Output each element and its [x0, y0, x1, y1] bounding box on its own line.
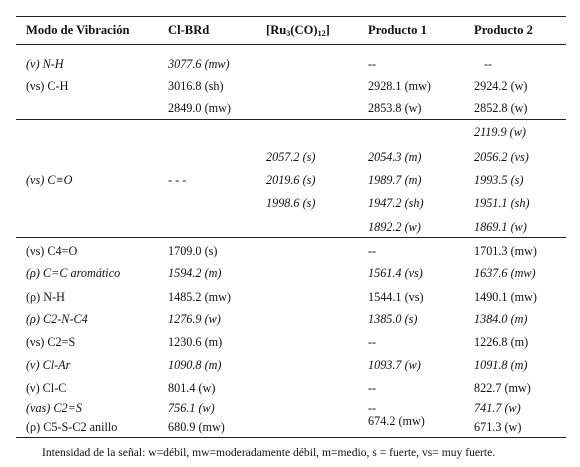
- producto-1-cell: 2853.8 (w): [368, 101, 422, 115]
- table-header-rule: [16, 44, 566, 45]
- column-header-cl-brd: Cl-BRd: [168, 23, 210, 37]
- producto-1-cell: --: [368, 335, 377, 349]
- producto-1-cell: 1544.1 (vs): [368, 290, 424, 304]
- producto-2-cell: 741.7 (w): [474, 401, 521, 415]
- producto-2-cell: --: [484, 57, 493, 71]
- mode-cell: (νs) C≡O: [26, 173, 73, 187]
- producto-1-cell: --: [368, 381, 377, 395]
- producto-1-cell: 1093.7 (w): [368, 358, 421, 372]
- producto-1-cell: --: [368, 401, 377, 415]
- mode-cell: (ν) Cl-C: [26, 381, 67, 395]
- producto-1-cell: 2054.3 (m): [368, 150, 422, 164]
- mode-cell: (νs) C2=S: [26, 335, 76, 349]
- producto-2-cell: 2852.8 (w): [474, 101, 528, 115]
- producto-2-cell: 1637.6 (mw): [474, 266, 536, 280]
- column-header-producto-2: Producto 2: [474, 23, 533, 37]
- ru3co12-cell: 2019.6 (s): [266, 173, 316, 187]
- group-divider-rule: [16, 237, 566, 238]
- producto-1-cell: 2928.1 (mw): [368, 79, 431, 93]
- producto-2-cell: 1091.8 (m): [474, 358, 528, 372]
- producto-2-cell: 2056.2 (vs): [474, 150, 529, 164]
- mode-cell: (ρ) C2-N-C4: [26, 312, 88, 326]
- cl-brd-cell: 1090.8 (m): [168, 358, 222, 372]
- cl-brd-cell: 3016.8 (sh): [168, 79, 224, 93]
- mode-cell: (ρ) C=C aromático: [26, 266, 121, 280]
- cl-brd-cell: 1709.0 (s): [168, 244, 218, 258]
- cl-brd-cell: 1594.2 (m): [168, 266, 222, 280]
- producto-2-cell: 1993.5 (s): [474, 173, 524, 187]
- cl-brd-cell: - - -: [168, 173, 187, 187]
- producto-2-cell: 1226.8 (m): [474, 335, 529, 349]
- table-bottom-rule: [16, 437, 566, 438]
- ru3co12-cell: 2057.2 (s): [266, 150, 316, 164]
- producto-2-cell: 1384.0 (m): [474, 312, 528, 326]
- producto-2-cell: 1490.1 (mw): [474, 290, 537, 304]
- column-header-ru3co12: [Ru3(CO)12]: [266, 23, 330, 38]
- cl-brd-cell: 2849.0 (mw): [168, 101, 231, 115]
- producto-2-cell: 2924.2 (w): [474, 79, 528, 93]
- mode-cell: (ρ) C5-S-C2 anillo: [26, 420, 118, 434]
- producto-1-cell: --: [368, 57, 377, 71]
- producto-1-cell: --: [368, 244, 377, 258]
- group-divider-rule: [16, 119, 566, 120]
- column-header-producto-1: Producto 1: [368, 23, 427, 37]
- mode-cell: (νas) C2=S: [26, 401, 82, 415]
- mode-cell: (νs) C4=O: [26, 244, 78, 258]
- mode-cell: (ν) N-H: [26, 57, 64, 71]
- table-top-rule: [16, 16, 566, 17]
- producto-2-cell: 2119.9 (w): [474, 125, 526, 139]
- intensity-footnote: Intensidad de la señal: w=débil, mw=mode…: [42, 446, 496, 459]
- mode-cell: (ν) Cl-Ar: [26, 358, 71, 372]
- column-header-mode: Modo de Vibración: [26, 23, 130, 37]
- producto-1-cell: 674.2 (mw): [368, 414, 425, 428]
- cl-brd-cell: 801.4 (w): [168, 381, 216, 395]
- producto-1-cell: 1561.4 (vs): [368, 266, 423, 280]
- cl-brd-cell: 1485.2 (mw): [168, 290, 231, 304]
- producto-1-cell: 1947.2 (sh): [368, 196, 424, 210]
- mode-cell: (ρ) N-H: [26, 290, 65, 304]
- mode-cell: (νs) C-H: [26, 79, 69, 93]
- producto-1-cell: 1892.2 (w): [368, 220, 421, 234]
- producto-2-cell: 1869.1 (w): [474, 220, 527, 234]
- producto-2-cell: 1951.1 (sh): [474, 196, 530, 210]
- producto-1-cell: 1989.7 (m): [368, 173, 422, 187]
- cl-brd-cell: 1276.9 (w): [168, 312, 221, 326]
- producto-2-cell: 1701.3 (mw): [474, 244, 537, 258]
- ru3co12-cell: 1998.6 (s): [266, 196, 316, 210]
- producto-1-cell: 1385.0 (s): [368, 312, 418, 326]
- cl-brd-cell: 1230.6 (m): [168, 335, 223, 349]
- cl-brd-cell: 3077.6 (mw): [168, 57, 230, 71]
- cl-brd-cell: 680.9 (mw): [168, 420, 225, 434]
- producto-2-cell: 671.3 (w): [474, 420, 522, 434]
- cl-brd-cell: 756.1 (w): [168, 401, 215, 415]
- producto-2-cell: 822.7 (mw): [474, 381, 531, 395]
